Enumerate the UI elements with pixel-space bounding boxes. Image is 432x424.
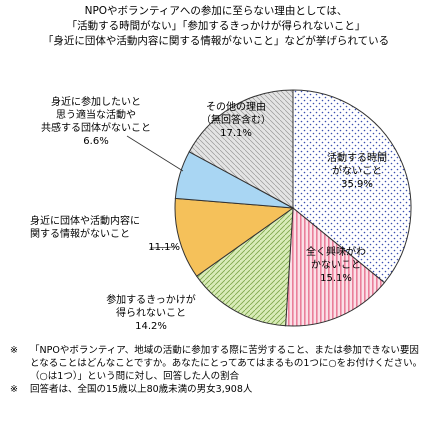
slice-value: 11.1% [148,242,180,253]
slice-label-line: 共感する団体がないこと [41,123,151,134]
slice-label-line: 思う適当な活動や [56,110,136,121]
footnote-text: 回答者は、全国の15歳以上80歳未満の男女3,908人 [30,384,253,395]
leader-line-4 [149,246,177,249]
headline-line-2: 「活動する時間がない」「参加するきっかけが得られないこと」 [66,20,366,32]
pie-slice-6 [188,89,294,209]
slice-label-4: 身近に団体や活動内容に 関する情報がないこと 11.1% [30,215,180,254]
slice-label-line: がないこと [332,166,382,177]
leader-lines [126,135,184,249]
slice-label-5: 身近に参加したいと 思う適当な活動や共感する団体がないこと 6.6% [36,96,156,148]
slice-value: 15.1% [320,273,352,284]
slice-label-line: 全く興味がわ [306,247,366,258]
headline-line-1: NPOやボランティアへの参加に至らない理由としては、 [84,5,348,17]
leader-line-5 [126,135,184,172]
footnotes: ※ 「NPOやボランティア、地域の活動に参加する際に苦労すること、または参加でき… [10,344,426,396]
footnote-mark: ※ [10,345,18,356]
footnote-text: 「NPOやボランティア、地域の活動に参加する際に苦労すること、または参加できない… [30,345,423,382]
slice-label-line: （無回答含む） [201,115,271,126]
slice-label-line: 身近に参加したいと [51,97,141,108]
slice-label-line: その他の理由 [206,102,266,113]
slice-label-line: 身近に団体や活動内容に [30,216,140,227]
chart-headline: NPOやボランティアへの参加に至らない理由としては、 「活動する時間がない」「参… [0,4,432,49]
slice-label-1: 活動する時間 がないこと 35.9% [312,152,402,191]
slice-label-line: 活動する時間 [327,153,387,164]
pie-slice-3 [195,206,294,327]
slice-label-line: かないこと [311,260,361,271]
pie-slice-2 [285,206,386,327]
slice-value: 17.1% [220,128,252,139]
slice-label-line: 参加するきっかけが [106,295,196,306]
slice-value: 35.9% [341,179,373,190]
pie-slices [174,89,412,327]
footnote-2: ※ 回答者は、全国の15歳以上80歳未満の男女3,908人 [10,383,426,396]
slice-label-2: 全く興味がわ かないこと 15.1% [296,246,376,285]
headline-line-3: 「身近に団体や活動内容に関する情報がないこと」などが挙げられている [42,35,390,47]
slice-value: 6.6% [83,136,109,147]
slice-label-6: その他の理由 （無回答含む） 17.1% [196,101,276,140]
slice-label-line: 関する情報がないこと [30,229,130,240]
slice-label-line: 得られないこと [116,308,186,319]
slice-value: 14.2% [135,321,167,332]
footnote-mark: ※ [10,384,18,395]
slice-label-3: 参加するきっかけが 得られないこと 14.2% [96,294,206,333]
pie-slice-1 [292,89,412,284]
pie-slice-4 [174,197,295,277]
footnote-1: ※ 「NPOやボランティア、地域の活動に参加する際に苦労すること、または参加でき… [10,344,426,383]
